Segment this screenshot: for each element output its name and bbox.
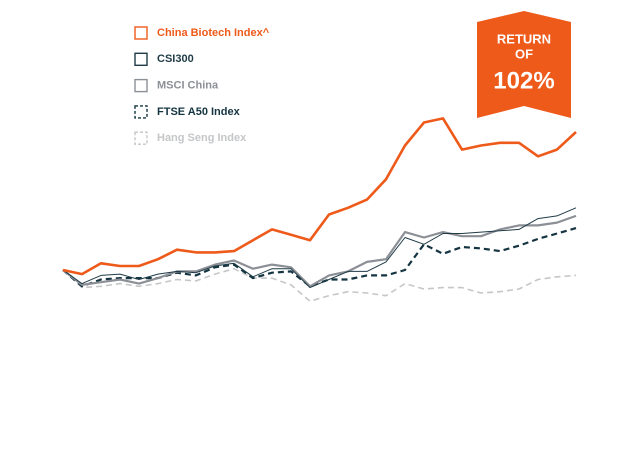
badge-line: OF bbox=[515, 46, 533, 61]
legend-label: Hang Seng Index bbox=[157, 132, 247, 144]
legend-swatch bbox=[134, 105, 148, 119]
badge-value: 102% bbox=[493, 67, 554, 94]
legend-swatch bbox=[134, 52, 148, 66]
badge-shape bbox=[477, 11, 571, 118]
series-line bbox=[62, 117, 577, 276]
legend-label: FTSE A50 Index bbox=[157, 106, 241, 118]
series-line bbox=[62, 227, 577, 288]
legend-label: CSI300 bbox=[157, 53, 194, 65]
series-line bbox=[62, 267, 577, 303]
legend-swatch bbox=[134, 131, 148, 145]
legend-swatch bbox=[134, 26, 148, 40]
legend-label: China Biotech Index^ bbox=[157, 27, 270, 39]
series-line bbox=[62, 207, 577, 289]
return-badge: RETURN OF 102% bbox=[477, 11, 571, 118]
legend-swatch bbox=[134, 78, 148, 93]
badge-line: RETURN bbox=[497, 31, 551, 46]
legend-label: MSCI China bbox=[157, 80, 219, 92]
series-line bbox=[62, 214, 577, 288]
